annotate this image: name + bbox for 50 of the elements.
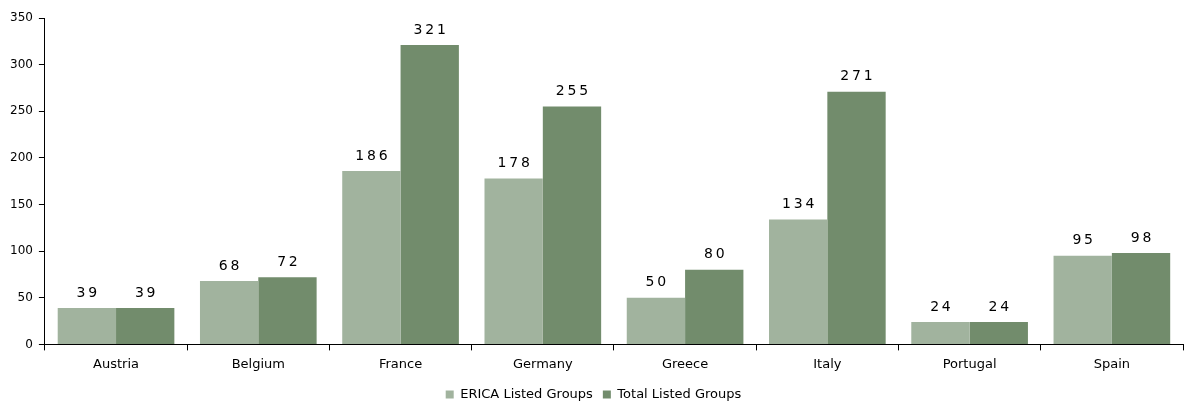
data-label: 2 4	[988, 297, 1010, 314]
bar	[685, 269, 744, 344]
data-label: 8 0	[703, 245, 725, 262]
y-tick-label: 200	[10, 150, 33, 165]
bar	[542, 106, 602, 344]
x-tick-label: Portugal	[942, 355, 997, 371]
data-label: 1 3 4	[782, 195, 815, 212]
bar	[57, 308, 117, 344]
y-tick-label: 150	[10, 196, 33, 211]
data-label: 9 5	[1072, 231, 1094, 248]
data-label: 1 8 6	[355, 146, 388, 163]
data-label: 2 5 5	[555, 82, 589, 99]
x-tick-label: France	[378, 355, 423, 371]
bar	[769, 219, 828, 344]
x-tick-label: Spain	[1093, 355, 1131, 371]
data-label: 9 8	[1130, 228, 1152, 245]
bar	[827, 91, 886, 344]
x-tick-label: Austria	[93, 355, 139, 371]
x-tick-label: Greece	[661, 355, 709, 371]
data-label: 2 4	[930, 297, 951, 314]
bar	[199, 280, 259, 344]
y-tick-label: 0	[25, 336, 33, 351]
y-tick-label: 50	[17, 289, 33, 304]
legend-label: ERICA Listed Groups	[460, 385, 594, 401]
data-label: 5 0	[645, 273, 667, 290]
x-tick-label: Germany	[512, 355, 573, 371]
data-label: 1 7 8	[497, 154, 530, 171]
bar	[342, 170, 401, 344]
x-tick-label: Belgium	[231, 355, 285, 371]
legend-label: Total Listed Groups	[616, 385, 742, 401]
data-label: 3 2 1	[413, 20, 446, 37]
bar	[1053, 255, 1112, 344]
x-tick-label: Italy	[813, 355, 842, 371]
bar	[1111, 253, 1171, 344]
data-label: 3 9	[134, 283, 156, 300]
y-tick-label: 300	[10, 56, 33, 71]
y-tick-label: 250	[10, 103, 33, 118]
bar	[911, 322, 970, 344]
bar	[626, 297, 686, 344]
bar	[258, 277, 317, 344]
data-label: 3 9	[76, 283, 98, 300]
bar	[400, 45, 459, 344]
bar	[484, 178, 543, 344]
bar	[969, 322, 1028, 344]
data-label: 7 2	[277, 252, 298, 269]
data-label: 6 8	[218, 256, 240, 273]
y-tick-label: 350	[10, 10, 33, 25]
y-tick-label: 100	[10, 243, 33, 258]
bar	[116, 308, 175, 344]
data-label: 2 7 1	[840, 67, 873, 84]
